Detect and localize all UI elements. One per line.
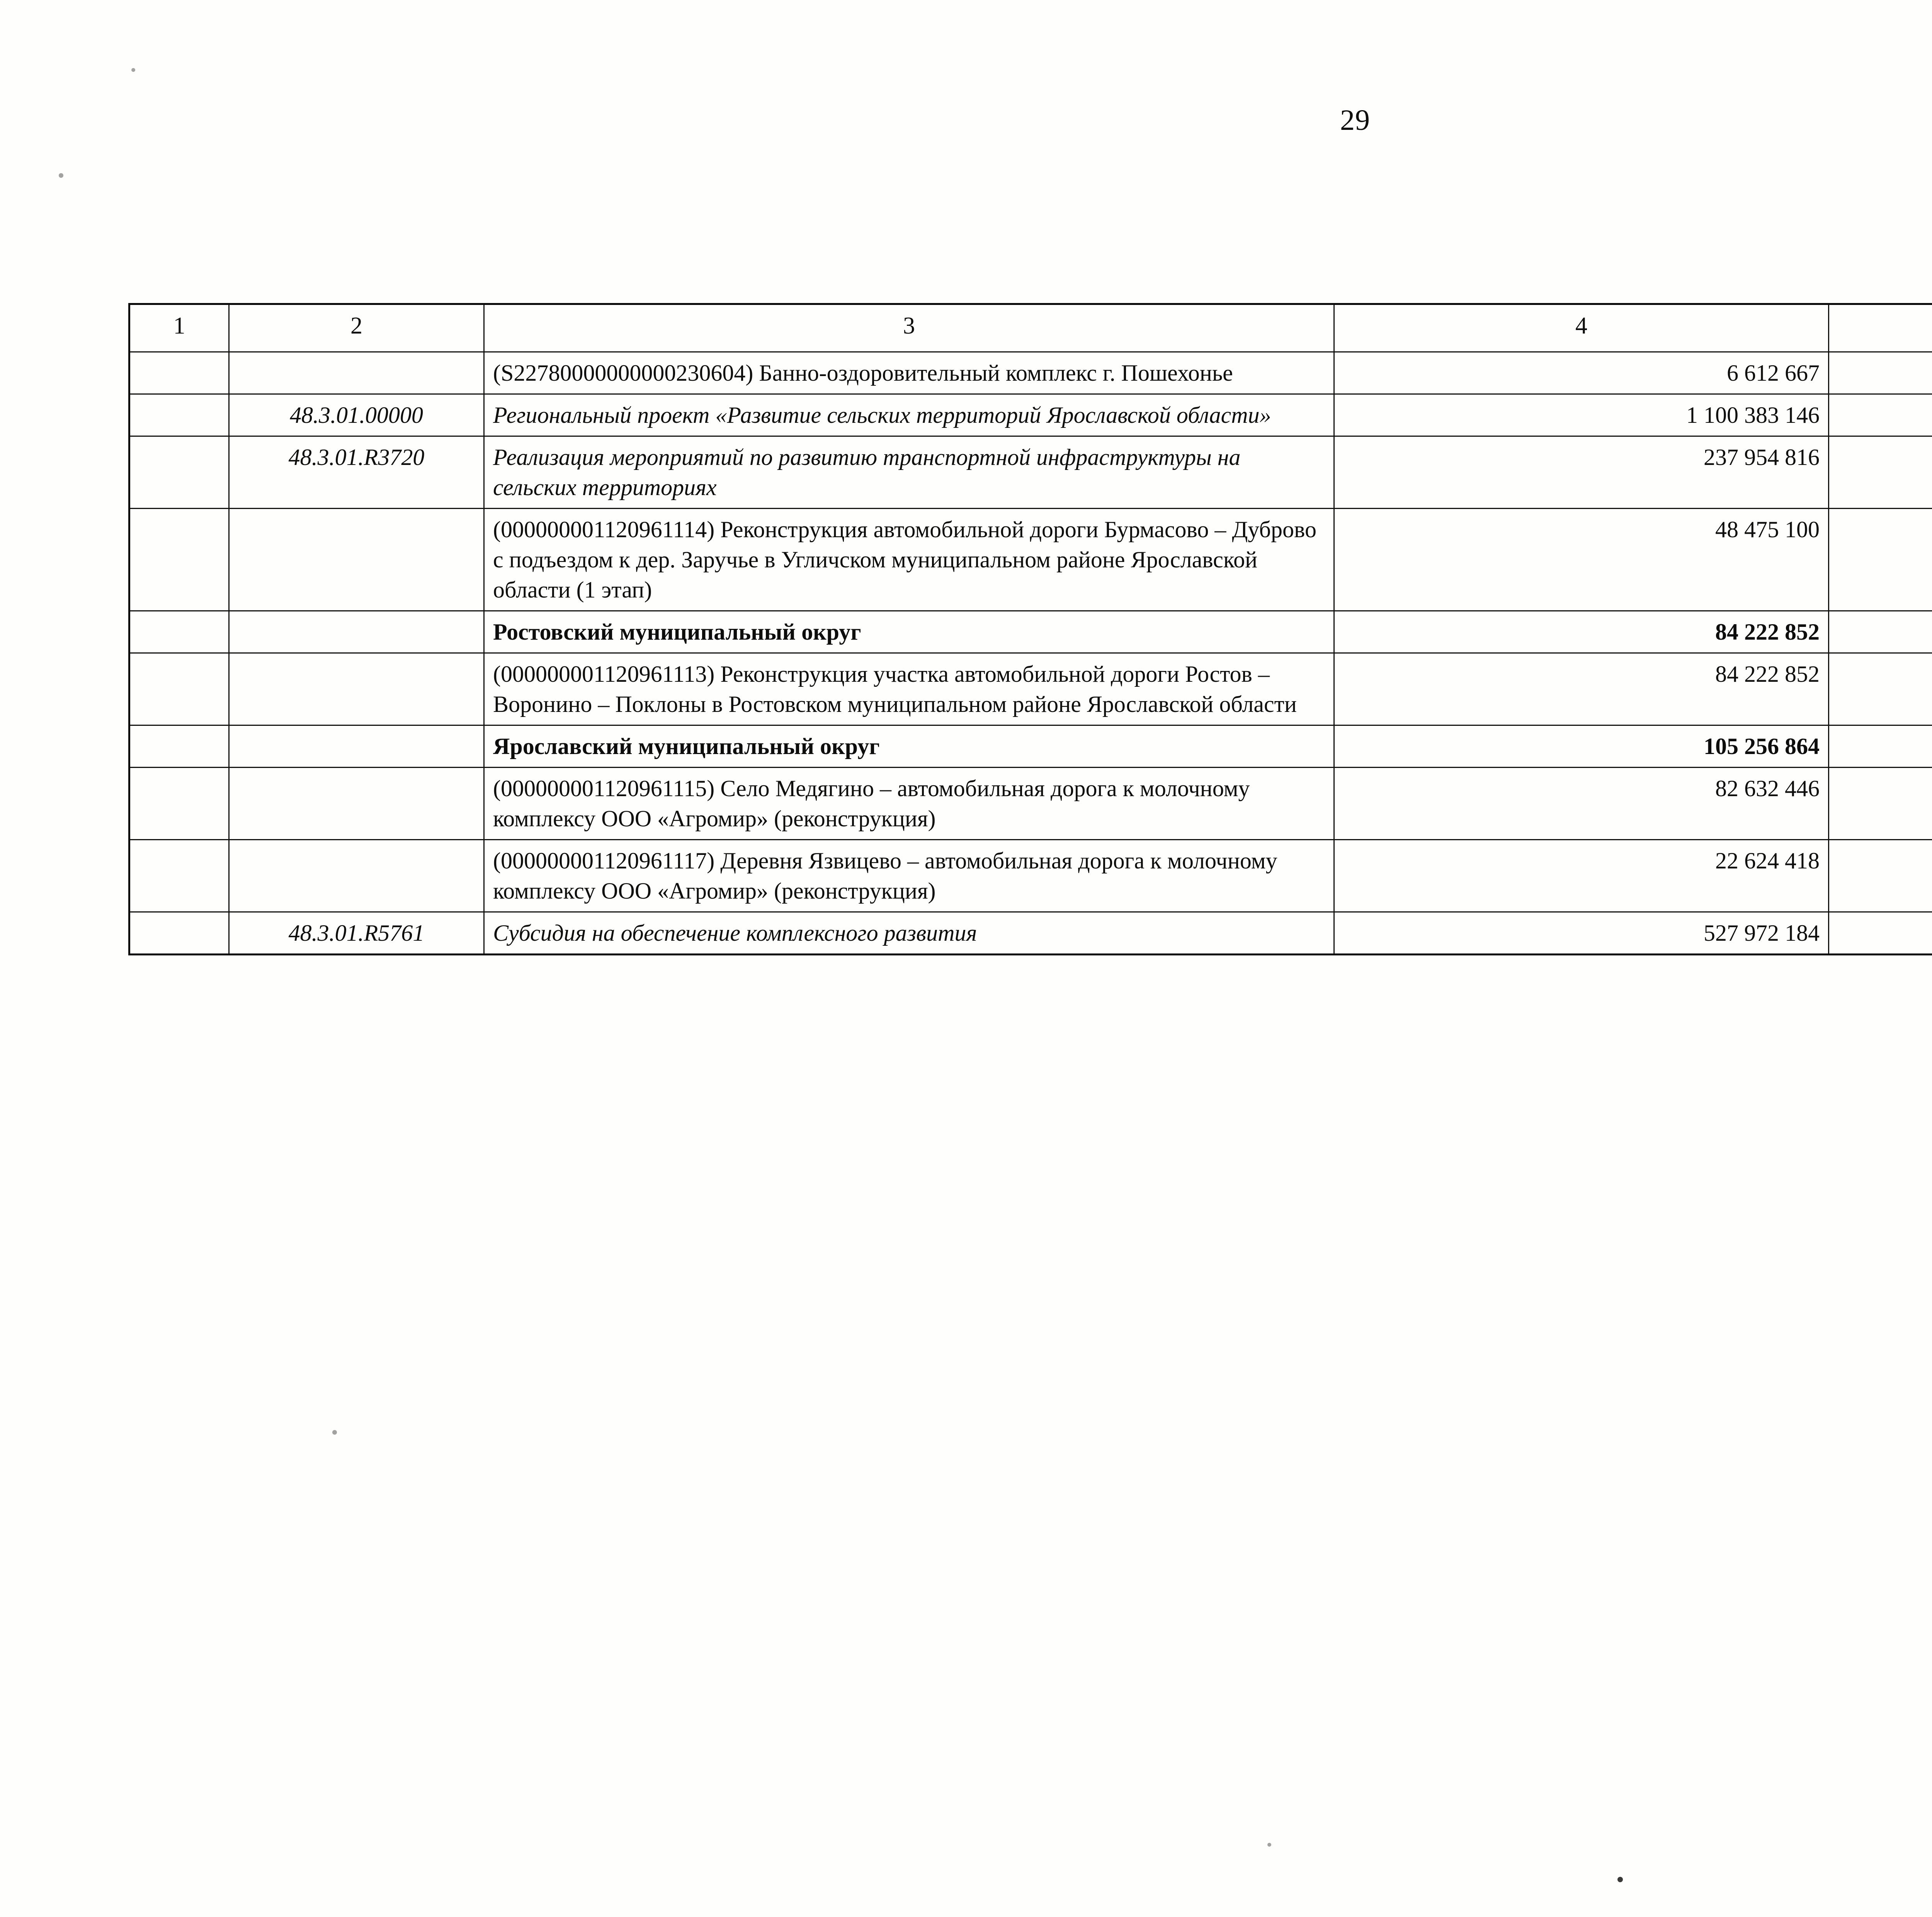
table-row: 48.3.01.00000 Региональный проект «Развит… [129, 393, 1932, 437]
column-header-2: 2 [228, 303, 485, 352]
cell-target-code [228, 351, 485, 395]
cell-col1 [129, 351, 230, 395]
cell-target-code: 48.3.01.00000 [228, 393, 485, 437]
cell-target-code [228, 725, 485, 768]
cell-description: Субсидия на обеспечение комплексного раз… [483, 911, 1335, 955]
table-row: (000000001120961115) Село Медягино – авт… [129, 767, 1932, 840]
scan-speck [131, 68, 135, 72]
table-row: (S22780000000000230604) Банно-оздоровите… [129, 351, 1932, 395]
cell-description: (000000001120961114) Реконструкция автом… [483, 508, 1335, 611]
cell-amount-total: 237 954 816 [1333, 436, 1829, 509]
cell-amount-regional: 3 368 952 [1828, 610, 1932, 654]
cell-amount-regional: 25 615 616 [1828, 436, 1932, 509]
cell-amount-regional: 905 018 [1828, 839, 1932, 913]
cell-col1 [129, 725, 230, 768]
cell-description: (000000001120961117) Деревня Язвицево – … [483, 839, 1335, 913]
cell-amount-regional: 114 453 546 [1828, 393, 1932, 437]
cell-col1 [129, 911, 230, 955]
cell-amount-regional: 6 612 667 [1828, 351, 1932, 395]
cell-target-code: 48.3.01.R3720 [228, 436, 485, 509]
cell-amount-total: 527 972 184 [1333, 911, 1829, 955]
cell-col1 [129, 652, 230, 726]
table-row: 48.3.01.R3720 Реализация мероприятий по р… [129, 436, 1932, 509]
cell-col1 [129, 839, 230, 913]
cell-target-code [228, 839, 485, 913]
cell-description: (000000001120961113) Реконструкция участ… [483, 652, 1335, 726]
cell-description: (S22780000000000230604) Банно-оздоровите… [483, 351, 1335, 395]
cell-amount-total: 48 475 100 [1333, 508, 1829, 611]
table-row: 48.3.01.R5761 Субсидия на обеспечение ком… [129, 911, 1932, 955]
cell-amount-regional: 3 368 952 [1828, 652, 1932, 726]
cell-col1 [129, 767, 230, 840]
cell-target-code [228, 767, 485, 840]
cell-col1 [129, 508, 230, 611]
table-header-row: 1 2 3 4 5 6 7 [129, 303, 1932, 352]
table-row: Ростовский муниципальный округ 84 222 852… [129, 610, 1932, 654]
table-row: (000000001120961113) Реконструкция участ… [129, 652, 1932, 726]
cell-amount-regional: 18 036 300 [1828, 508, 1932, 611]
cell-amount-total: 6 612 667 [1333, 351, 1829, 395]
cell-amount-regional: 23 542 784 [1828, 911, 1932, 955]
column-header-4: 4 [1333, 303, 1829, 352]
budget-table: 1 2 3 4 5 6 7 (S22780000000000230604) Ба… [128, 303, 1932, 955]
cell-description: Ростовский муниципальный округ [483, 610, 1335, 654]
cell-amount-total: 1 100 383 146 [1333, 393, 1829, 437]
cell-amount-regional: 4 210 364 [1828, 725, 1932, 768]
cell-amount-total: 84 222 852 [1333, 610, 1829, 654]
cell-description: Реализация мероприятий по развитию транс… [483, 436, 1335, 509]
column-header-1: 1 [129, 303, 230, 352]
cell-col1 [129, 436, 230, 509]
table-row: Ярославский муниципальный округ 105 256 8… [129, 725, 1932, 768]
scan-speck [59, 173, 63, 178]
cell-target-code [228, 508, 485, 611]
cell-amount-total: 22 624 418 [1333, 839, 1829, 913]
table-row: (000000001120961114) Реконструкция автом… [129, 508, 1932, 611]
table-row: (000000001120961117) Деревня Язвицево – … [129, 839, 1932, 913]
scan-speck [332, 1430, 337, 1435]
cell-amount-total: 84 222 852 [1333, 652, 1829, 726]
page-number: 29 [1340, 104, 1370, 136]
scan-speck [1617, 1877, 1623, 1882]
cell-description: (000000001120961115) Село Медягино – авт… [483, 767, 1335, 840]
cell-amount-total: 82 632 446 [1333, 767, 1829, 840]
cell-description: Региональный проект «Развитие сельских т… [483, 393, 1335, 437]
column-header-3: 3 [483, 303, 1335, 352]
column-header-5: 5 [1828, 303, 1932, 352]
cell-col1 [129, 393, 230, 437]
cell-amount-regional: 3 305 346 [1828, 767, 1932, 840]
scan-speck [1267, 1843, 1271, 1847]
budget-table-wrapper: 1 2 3 4 5 6 7 (S22780000000000230604) Ба… [128, 303, 1932, 955]
cell-col1 [129, 610, 230, 654]
cell-target-code [228, 610, 485, 654]
cell-target-code: 48.3.01.R5761 [228, 911, 485, 955]
cell-target-code [228, 652, 485, 726]
cell-amount-total: 105 256 864 [1333, 725, 1829, 768]
cell-description: Ярославский муниципальный округ [483, 725, 1335, 768]
